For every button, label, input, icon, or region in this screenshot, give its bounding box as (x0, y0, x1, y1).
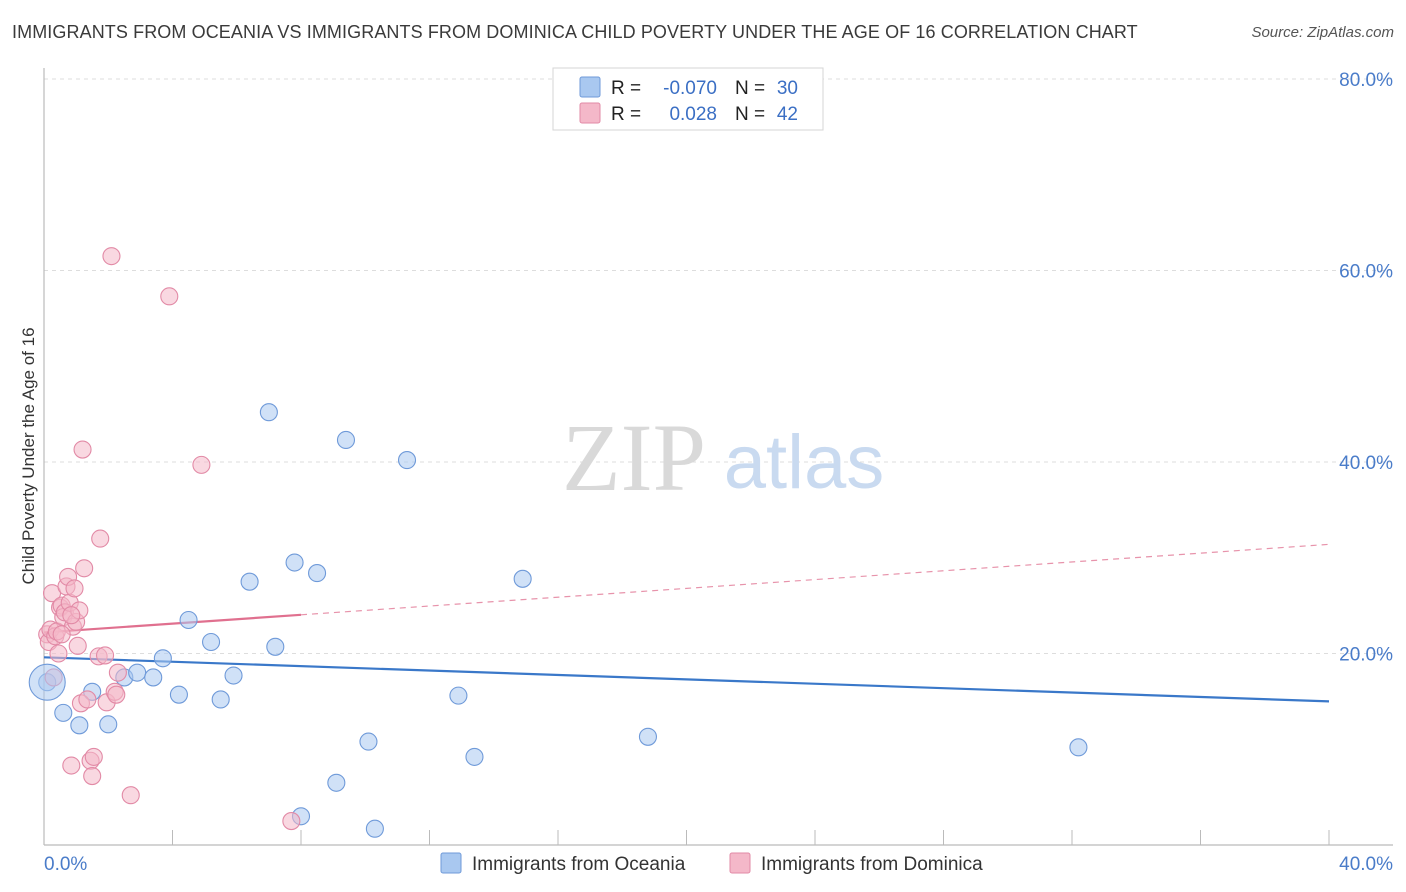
point-oceania-23 (365, 819, 384, 838)
point-dominica-15 (62, 756, 81, 775)
trend-line-0 (43, 656, 1330, 703)
trend-line-extension-1 (300, 543, 1330, 616)
point-dominica-22 (73, 440, 92, 459)
source-label: Source: ZipAtlas.com (1251, 24, 1394, 41)
legend-n-value-oceania: 30 (777, 78, 798, 99)
legend-n-value-dominica: 42 (777, 104, 798, 125)
point-oceania-6 (128, 663, 147, 682)
legend-n-label-dominica: N = (735, 104, 765, 125)
point-dominica-35 (108, 663, 127, 682)
x-axis-ticks (43, 830, 1330, 845)
series-legend-label-dominica: Immigrants from Dominica (761, 854, 983, 875)
y-axis-title: Child Poverty Under the Age of 16 (19, 327, 38, 584)
point-oceania-9 (169, 685, 188, 704)
point-dominica-39 (282, 812, 301, 831)
trend-line-1 (43, 613, 302, 634)
point-oceania-29 (1069, 738, 1088, 757)
y-tick-label-60: 60.0% (1339, 262, 1393, 283)
point-oceania-8 (153, 649, 172, 668)
y-tick-label-20: 20.0% (1339, 645, 1393, 666)
point-oceania-7 (144, 668, 163, 687)
point-dominica-23 (75, 559, 94, 578)
point-dominica-26 (83, 767, 102, 786)
legend-swatch-oceania (579, 76, 601, 98)
x-tick-label-min: 0.0% (44, 854, 87, 875)
point-oceania-15 (259, 403, 278, 422)
point-dominica-37 (160, 287, 179, 306)
series-legend: Immigrants from Oceania Immigrants from … (440, 852, 983, 875)
correlation-legend: R = -0.070 N = 30 R = 0.028 N = 42 (552, 67, 824, 131)
point-dominica-19 (68, 636, 87, 655)
point-oceania-20 (327, 773, 346, 792)
point-oceania-19 (308, 564, 327, 583)
gridlines (44, 78, 1393, 654)
chart-title: IMMIGRANTS FROM OCEANIA VS IMMIGRANTS FR… (12, 22, 1138, 42)
point-dominica-17 (65, 579, 84, 598)
legend-r-value-oceania: -0.070 (663, 78, 717, 99)
point-dominica-30 (95, 646, 115, 665)
point-oceania-2 (70, 716, 89, 735)
point-oceania-21 (336, 430, 356, 450)
legend-r-label-oceania: R = (611, 78, 641, 99)
point-oceania-28 (638, 727, 658, 746)
point-oceania-27 (513, 569, 532, 588)
point-dominica-34 (107, 685, 126, 704)
series-legend-label-oceania: Immigrants from Oceania (472, 854, 686, 875)
point-oceania-17 (285, 553, 304, 572)
legend-r-label-dominica: R = (611, 104, 641, 125)
point-oceania-22 (359, 732, 378, 751)
point-dominica-24 (78, 690, 97, 709)
point-dominica-40 (52, 625, 71, 644)
point-dominica-7 (49, 644, 68, 663)
legend-r-value-dominica: 0.028 (669, 104, 717, 125)
watermark-atlas: atlas (724, 420, 885, 505)
point-oceania-12 (211, 690, 230, 709)
data-points (28, 247, 1088, 838)
series-legend-swatch-oceania (440, 852, 462, 874)
point-oceania-14 (240, 572, 259, 591)
point-dominica-38 (192, 455, 211, 474)
y-tick-labels: 20.0% 40.0% 60.0% 80.0% (1339, 70, 1393, 666)
watermark-zip: ZIP (562, 404, 706, 511)
point-dominica-36 (121, 786, 140, 805)
series-legend-swatch-dominica (729, 852, 751, 874)
point-oceania-25 (449, 686, 468, 705)
point-oceania-26 (465, 747, 484, 766)
point-oceania-13 (224, 666, 243, 685)
x-tick-label-max: 40.0% (1339, 854, 1393, 875)
point-oceania-16 (266, 637, 285, 656)
point-oceania-cluster (28, 663, 66, 701)
point-dominica-41 (62, 606, 81, 625)
point-dominica-29 (91, 529, 110, 548)
legend-n-label-oceania: N = (735, 78, 765, 99)
point-dominica-27 (84, 747, 103, 766)
point-dominica-32 (102, 247, 121, 266)
y-tick-label-80: 80.0% (1339, 70, 1393, 91)
point-oceania-1 (54, 703, 73, 722)
point-oceania-24 (397, 451, 417, 470)
trend-lines (43, 543, 1330, 703)
point-oceania-10 (179, 610, 198, 630)
y-tick-label-40: 40.0% (1339, 453, 1393, 474)
legend-swatch-dominica (579, 102, 601, 124)
point-oceania-4 (99, 715, 118, 734)
point-oceania-11 (202, 632, 221, 652)
